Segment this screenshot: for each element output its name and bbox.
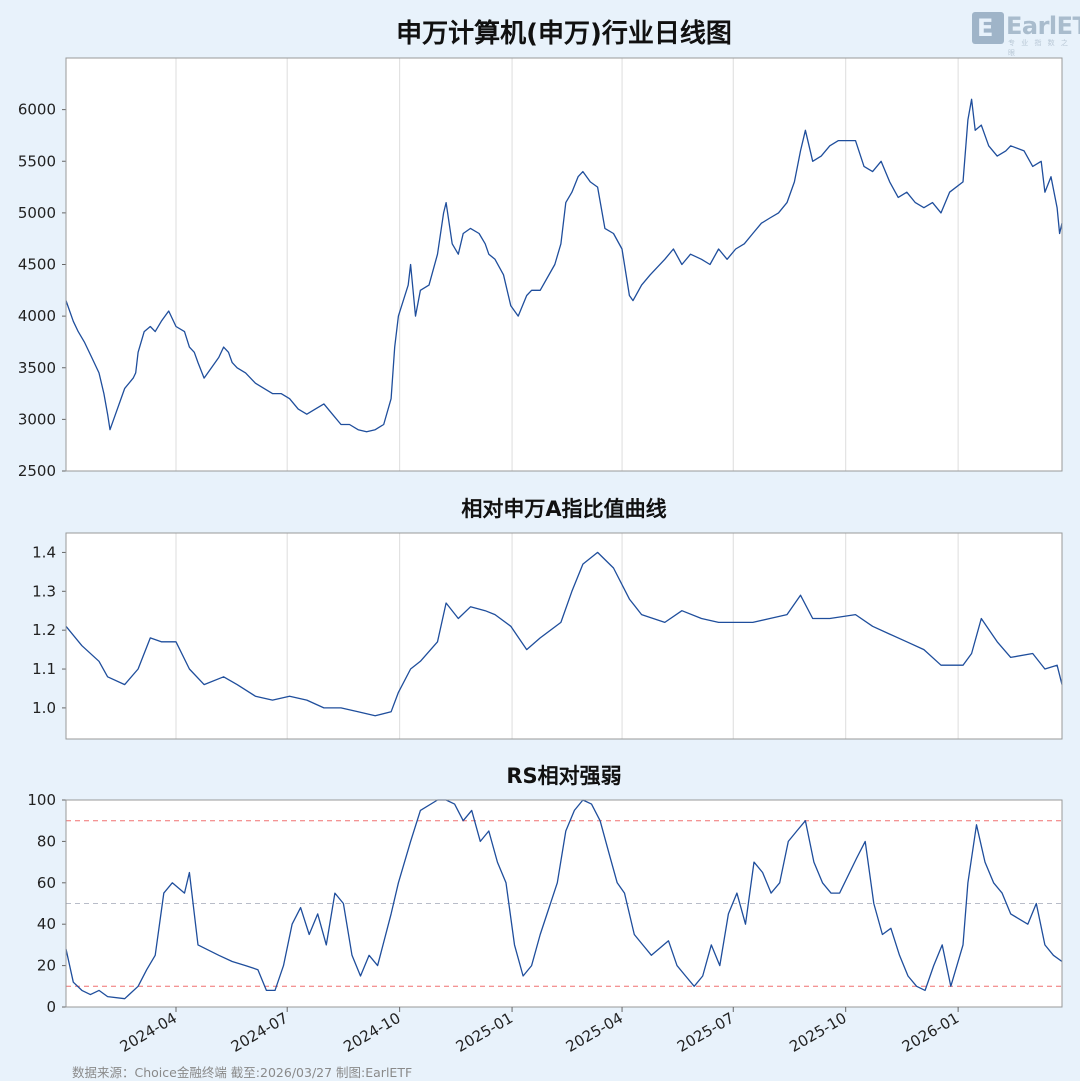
y-tick-label: 4500	[18, 256, 56, 274]
y-tick-label: 1.1	[32, 660, 56, 678]
ratio-y-axis: 1.0 1.1 1.2 1.3 1.4	[32, 543, 66, 717]
ratio-panel: 相对申万A指比值曲线 1.0 1.1 1.2 1.3 1.4	[32, 497, 1063, 740]
price-series-line	[65, 98, 1063, 433]
price-panel: 申万计算机(申万)行业日线图 2500 3000 3500 4000 4500 5000 5…	[18, 18, 1063, 480]
y-tick-label: 3000	[18, 410, 56, 428]
y-tick-label: 6000	[18, 101, 56, 119]
rs-panel-title: RS相对强弱	[506, 764, 621, 788]
logo-text: EarlETF	[1006, 12, 1080, 40]
price-plot-frame	[65, 57, 1063, 472]
rs-plot-frame	[65, 799, 1063, 1008]
price-plot-area	[66, 58, 1062, 471]
rs-y-axis: 0 20 40 60 80 100	[27, 791, 66, 1016]
ratio-plot-frame	[65, 532, 1063, 740]
y-tick-label: 1.0	[32, 699, 56, 717]
y-tick-label: 60	[37, 874, 56, 892]
x-tick-label: 2024-04	[117, 1009, 180, 1056]
x-tick-label: 2024-10	[340, 1009, 403, 1056]
y-tick-label: 2500	[18, 462, 56, 480]
x-tick-label: 2025-10	[786, 1009, 849, 1056]
y-tick-label: 1.2	[32, 621, 56, 639]
y-tick-label: 5000	[18, 204, 56, 222]
y-tick-label: 3500	[18, 359, 56, 377]
x-tick-label: 2025-04	[563, 1009, 626, 1056]
y-tick-label: 4000	[18, 307, 56, 325]
price-grid	[175, 58, 959, 471]
x-tick-label: 2025-07	[674, 1009, 737, 1056]
earletf-logo: E EarlETF 专 业 指 数 之 眼	[972, 10, 1080, 57]
y-tick-label: 1.4	[32, 543, 56, 561]
x-tick-label: 2026-01	[899, 1009, 962, 1056]
logo-mark-icon: E	[972, 12, 1004, 44]
logo-subtitle: 专 业 指 数 之 眼	[1008, 39, 1070, 57]
ratio-plot-area	[66, 533, 1062, 739]
price-y-axis: 2500 3000 3500 4000 4500 5000 5500 6000	[18, 101, 66, 480]
y-tick-label: 1.3	[32, 582, 56, 600]
ratio-panel-title: 相对申万A指比值曲线	[461, 497, 666, 521]
y-tick-label: 80	[37, 832, 56, 850]
x-axis: 2024-04 2024-07 2024-10 2025-01 2025-04 2025-…	[117, 1007, 962, 1056]
ratio-series-line	[65, 551, 1063, 717]
y-tick-label: 40	[37, 915, 56, 933]
rs-reference-lines	[66, 820, 1062, 987]
y-tick-label: 0	[46, 998, 56, 1016]
footer-source: 数据来源：Choice金融终端 截至:2026/03/27 制图:EarlETF	[72, 1065, 413, 1080]
x-tick-label: 2025-01	[453, 1009, 516, 1056]
rs-panel: RS相对强弱 0 20 40 60 80 100	[27, 764, 1063, 1016]
y-tick-label: 5500	[18, 152, 56, 170]
y-tick-label: 100	[27, 791, 56, 809]
y-tick-label: 20	[37, 957, 56, 975]
ratio-grid	[175, 533, 959, 739]
price-panel-title: 申万计算机(申万)行业日线图	[396, 18, 732, 49]
x-tick-label: 2024-07	[228, 1009, 291, 1056]
